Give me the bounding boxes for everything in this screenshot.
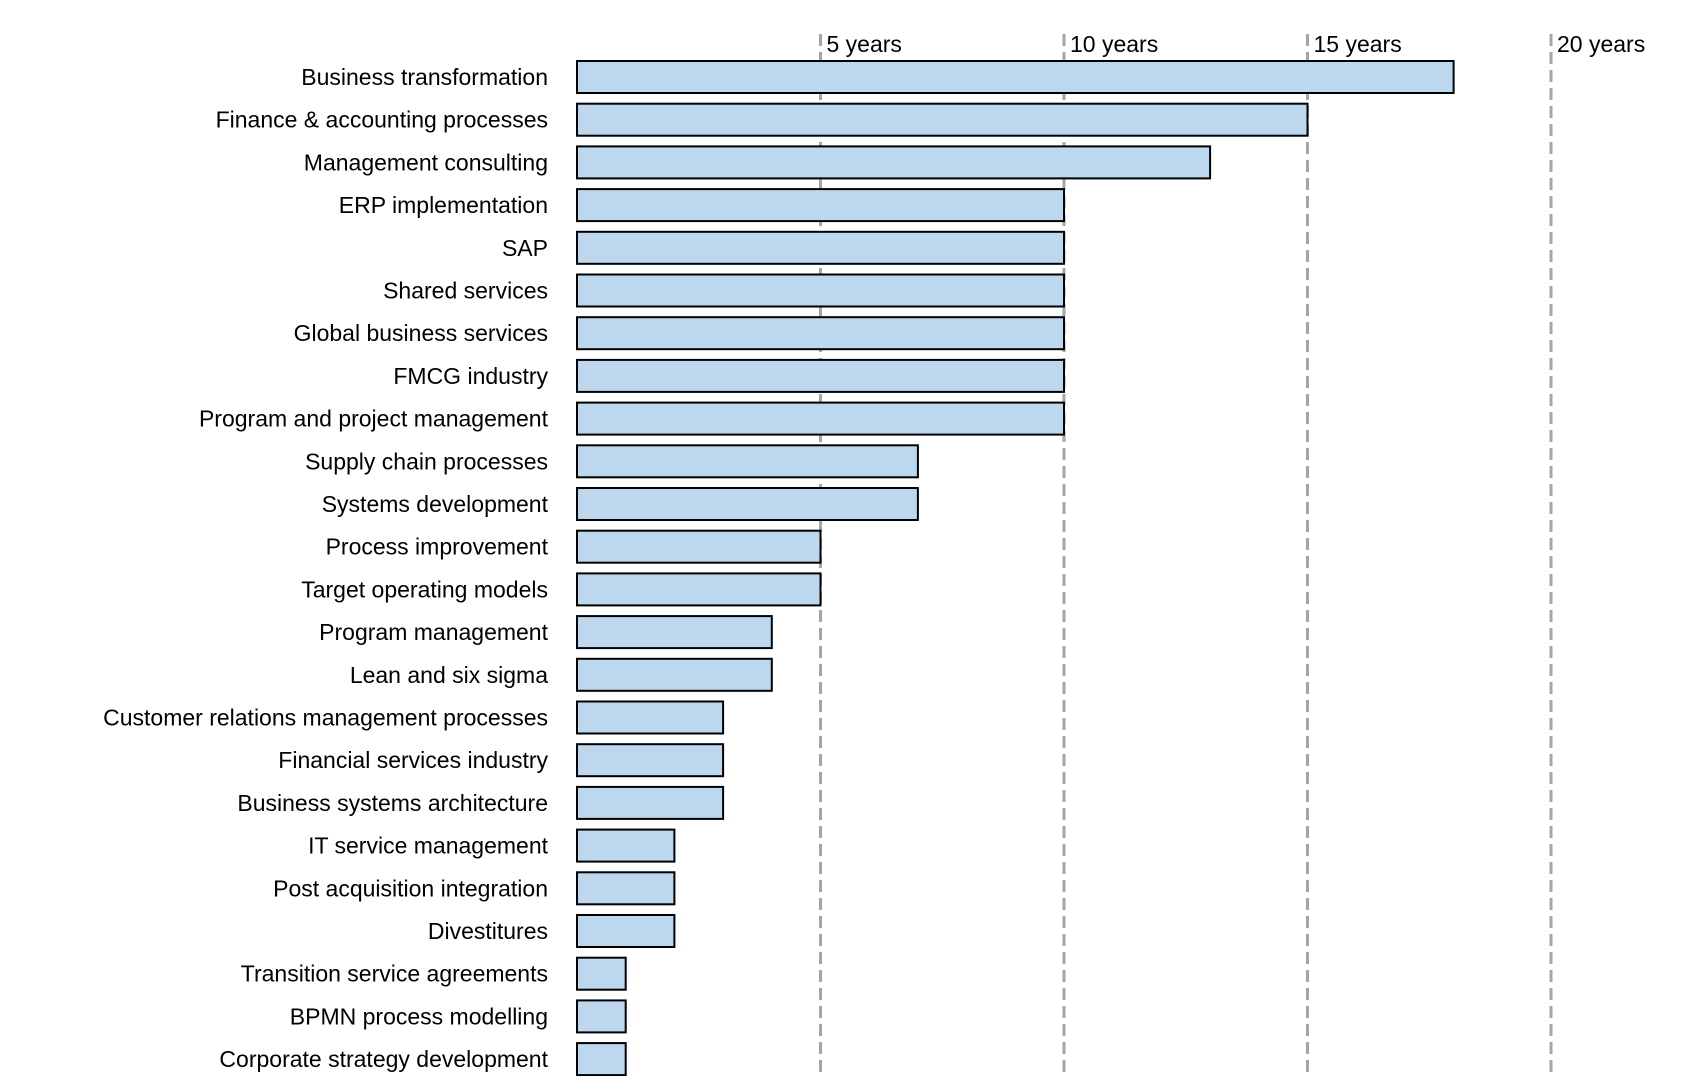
bar-program-management [576, 615, 773, 650]
bar-systems-development [576, 487, 919, 521]
category-label-financial-services-industry: Financial services industry [278, 747, 548, 773]
bar-target-operating-models [576, 572, 822, 607]
bar-business-systems-architecture [576, 785, 725, 820]
bar-process-improvement [576, 529, 822, 564]
bar-program-and-project-management [576, 401, 1065, 436]
bar-finance-and-accounting-processes [576, 102, 1309, 137]
tick-label-15: 15 years [1314, 31, 1402, 57]
category-label-corporate-strategy-development: Corporate strategy development [219, 1046, 548, 1072]
bar-fmcg-industry [576, 358, 1065, 393]
tick-labels: 5 years 10 years 15 years 20 years [827, 31, 1646, 57]
category-labels: Business transformation Finance & account… [103, 64, 548, 1072]
category-label-it-service-management: IT service management [308, 833, 549, 859]
bar-customer-relations-management-processes [576, 700, 725, 735]
bar-global-business-services [576, 316, 1065, 351]
category-label-fmcg-industry: FMCG industry [393, 363, 548, 389]
bar-transition-service-agreements [576, 956, 627, 991]
bar-it-service-management [576, 828, 676, 863]
bar-supply-chain-processes [576, 444, 919, 479]
tick-label-20: 20 years [1557, 31, 1645, 57]
bar-financial-services-industry [576, 743, 725, 778]
bar-corporate-strategy-development [576, 1042, 627, 1076]
category-label-process-improvement: Process improvement [326, 534, 549, 560]
bar-divestitures [576, 914, 676, 948]
category-label-program-and-project-management: Program and project management [199, 406, 549, 432]
category-label-divestitures: Divestitures [428, 918, 548, 944]
category-label-lean-and-six-sigma: Lean and six sigma [350, 662, 548, 688]
category-label-erp-implementation: ERP implementation [339, 192, 548, 218]
bar-management-consulting [576, 145, 1212, 180]
category-label-target-operating-models: Target operating models [301, 576, 548, 602]
tick-label-5: 5 years [827, 31, 902, 57]
bar-lean-and-six-sigma [576, 657, 773, 692]
bar-sap [576, 230, 1065, 265]
category-label-post-acquisition-integration: Post acquisition integration [273, 875, 548, 901]
category-label-transition-service-agreements: Transition service agreements [241, 961, 548, 987]
category-label-sap: SAP [502, 235, 548, 261]
category-label-systems-development: Systems development [322, 491, 549, 517]
category-label-program-management: Program management [319, 619, 548, 645]
category-label-global-business-services: Global business services [294, 320, 548, 346]
tick-label-10: 10 years [1070, 31, 1158, 57]
category-label-finance-and-accounting-processes: Finance & accounting processes [216, 107, 548, 133]
category-label-supply-chain-processes: Supply chain processes [305, 448, 548, 474]
category-label-shared-services: Shared services [383, 278, 548, 304]
category-label-bpmn-process-modelling: BPMN process modelling [290, 1003, 548, 1029]
bar-business-transformation [576, 60, 1455, 94]
bars [576, 60, 1455, 1076]
category-label-management-consulting: Management consulting [304, 149, 548, 175]
category-label-customer-relations-management-processes: Customer relations management processes [103, 705, 548, 731]
bar-erp-implementation [576, 188, 1065, 223]
category-label-business-systems-architecture: Business systems architecture [237, 790, 548, 816]
bar-shared-services [576, 273, 1065, 308]
bar-bpmn-process-modelling [576, 999, 627, 1034]
bar-post-acquisition-integration [576, 871, 676, 906]
category-label-business-transformation: Business transformation [301, 64, 548, 90]
